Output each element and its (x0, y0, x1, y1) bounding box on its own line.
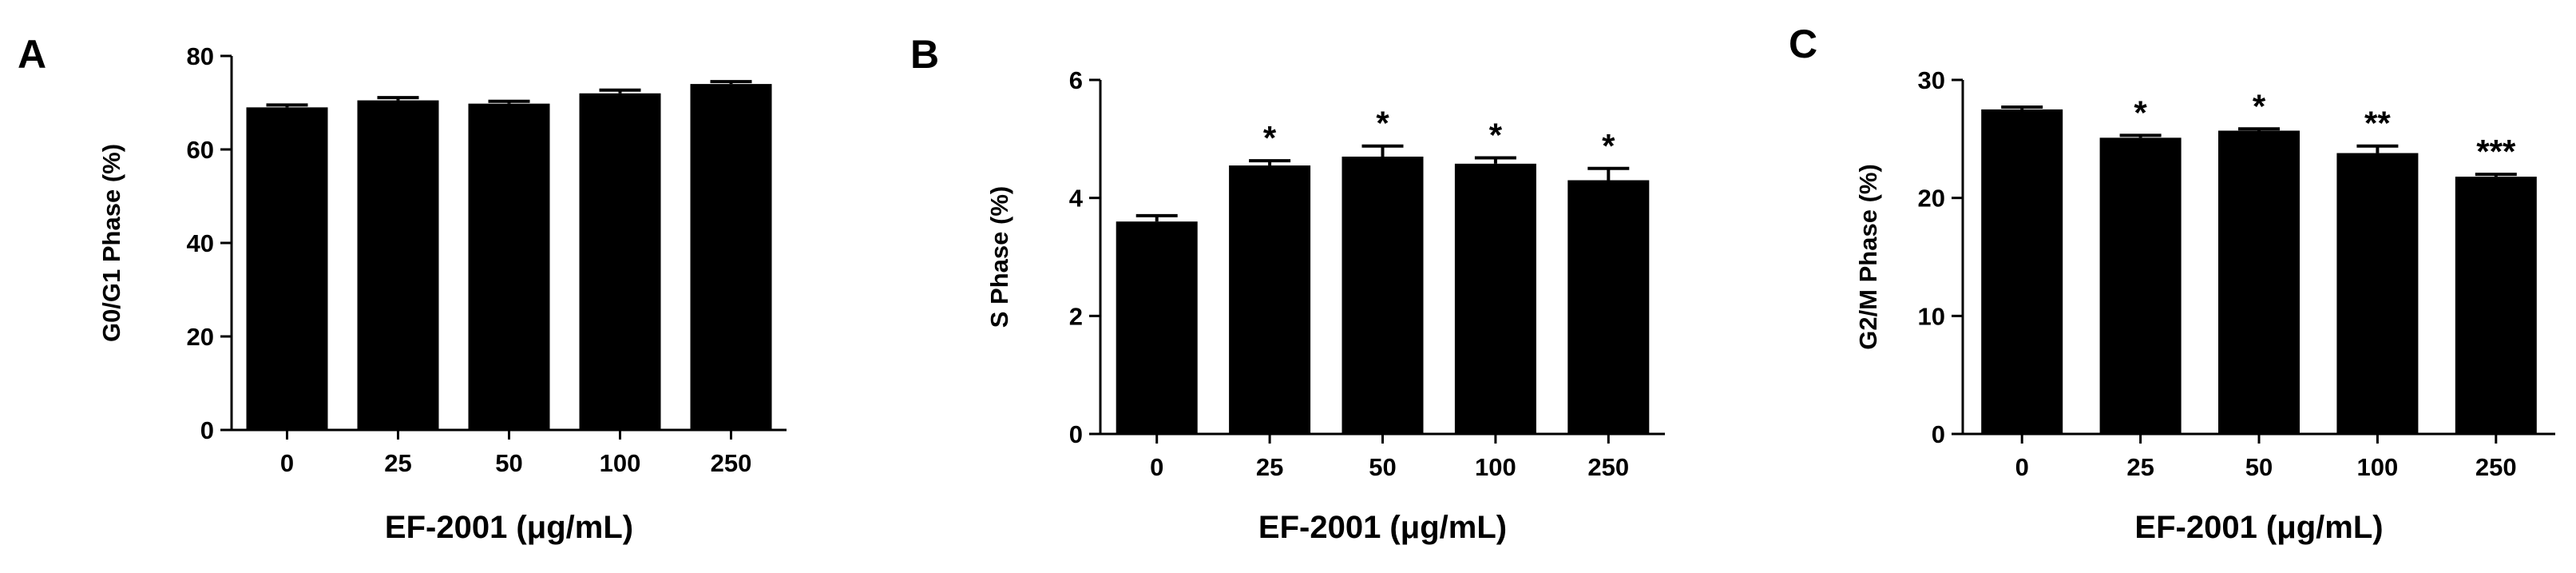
significance-marker: * (1602, 127, 1615, 165)
significance-marker: * (1489, 116, 1503, 153)
x-tick-label: 100 (1475, 453, 1516, 481)
x-tick-label: 250 (1587, 453, 1629, 481)
bar (2336, 153, 2419, 434)
bar (1567, 180, 1650, 434)
x-axis-label: EF-2001 (μg/mL) (2134, 510, 2383, 545)
significance-marker: ** (2364, 105, 2391, 142)
x-tick-label: 25 (384, 449, 411, 477)
x-axis-label: EF-2001 (μg/mL) (385, 510, 633, 545)
significance-marker: * (2253, 87, 2266, 125)
panel-letter: B (910, 32, 939, 77)
y-axis-label: G2/M Phase (%) (1854, 164, 1882, 350)
significance-marker: * (2134, 94, 2147, 131)
chart-panel-b: B 0 2 4 6 S Phase (%) 0 25 * 50 * 100 * 250 * EF-2001 (… (910, 32, 1665, 545)
chart-panel-a: A 0 20 40 60 80 G0/G1 Phase (%) 0 25 50 100 250 EF-2… (18, 32, 787, 545)
y-tick-label: 20 (187, 323, 214, 351)
significance-marker: * (1263, 119, 1277, 157)
x-tick-label: 25 (1256, 453, 1283, 481)
y-tick-label: 30 (1918, 66, 1945, 94)
x-tick-label: 250 (711, 449, 752, 477)
bar (1116, 221, 1198, 434)
y-tick-label: 40 (187, 229, 214, 257)
panel-letter: C (1789, 22, 1817, 66)
y-tick-label: 20 (1918, 185, 1945, 213)
bar (2218, 130, 2300, 434)
bar (579, 93, 661, 431)
bar (1454, 163, 1536, 435)
bar (690, 84, 772, 430)
y-tick-label: 2 (1069, 302, 1083, 330)
x-tick-label: 50 (2245, 453, 2273, 481)
y-axis-label: G0/G1 Phase (%) (97, 144, 125, 342)
bar (1229, 165, 1311, 434)
x-tick-label: 0 (2015, 453, 2029, 481)
bar (357, 100, 439, 430)
x-tick-label: 100 (2357, 453, 2399, 481)
y-tick-label: 0 (1069, 420, 1083, 448)
chart-panel-c: C 0 10 20 30 G2/M Phase (%) 0 25 * 50 * 100 ** 250 ***… (1789, 22, 2555, 545)
bar (1342, 156, 1424, 434)
significance-marker: *** (2476, 133, 2516, 170)
bar (2455, 177, 2537, 434)
x-tick-label: 50 (495, 449, 522, 477)
bar (2099, 137, 2182, 434)
x-tick-label: 25 (2126, 453, 2154, 481)
bar (246, 107, 328, 430)
panel-letter: A (18, 32, 46, 77)
y-axis-label: S Phase (%) (985, 186, 1013, 328)
y-tick-label: 6 (1069, 66, 1083, 94)
y-tick-label: 60 (187, 136, 214, 164)
y-tick-label: 4 (1069, 185, 1084, 213)
x-tick-label: 0 (280, 449, 294, 477)
x-tick-label: 100 (600, 449, 641, 477)
bar (468, 103, 550, 431)
y-tick-label: 0 (1932, 420, 1945, 448)
x-tick-label: 50 (1369, 453, 1396, 481)
y-tick-label: 80 (187, 42, 214, 70)
bar (1981, 109, 2063, 434)
x-tick-label: 0 (1150, 453, 1163, 481)
x-tick-label: 250 (2475, 453, 2517, 481)
y-tick-label: 10 (1918, 302, 1945, 330)
y-tick-label: 0 (200, 416, 214, 444)
significance-marker: * (1376, 105, 1389, 142)
x-axis-label: EF-2001 (μg/mL) (1258, 510, 1507, 545)
